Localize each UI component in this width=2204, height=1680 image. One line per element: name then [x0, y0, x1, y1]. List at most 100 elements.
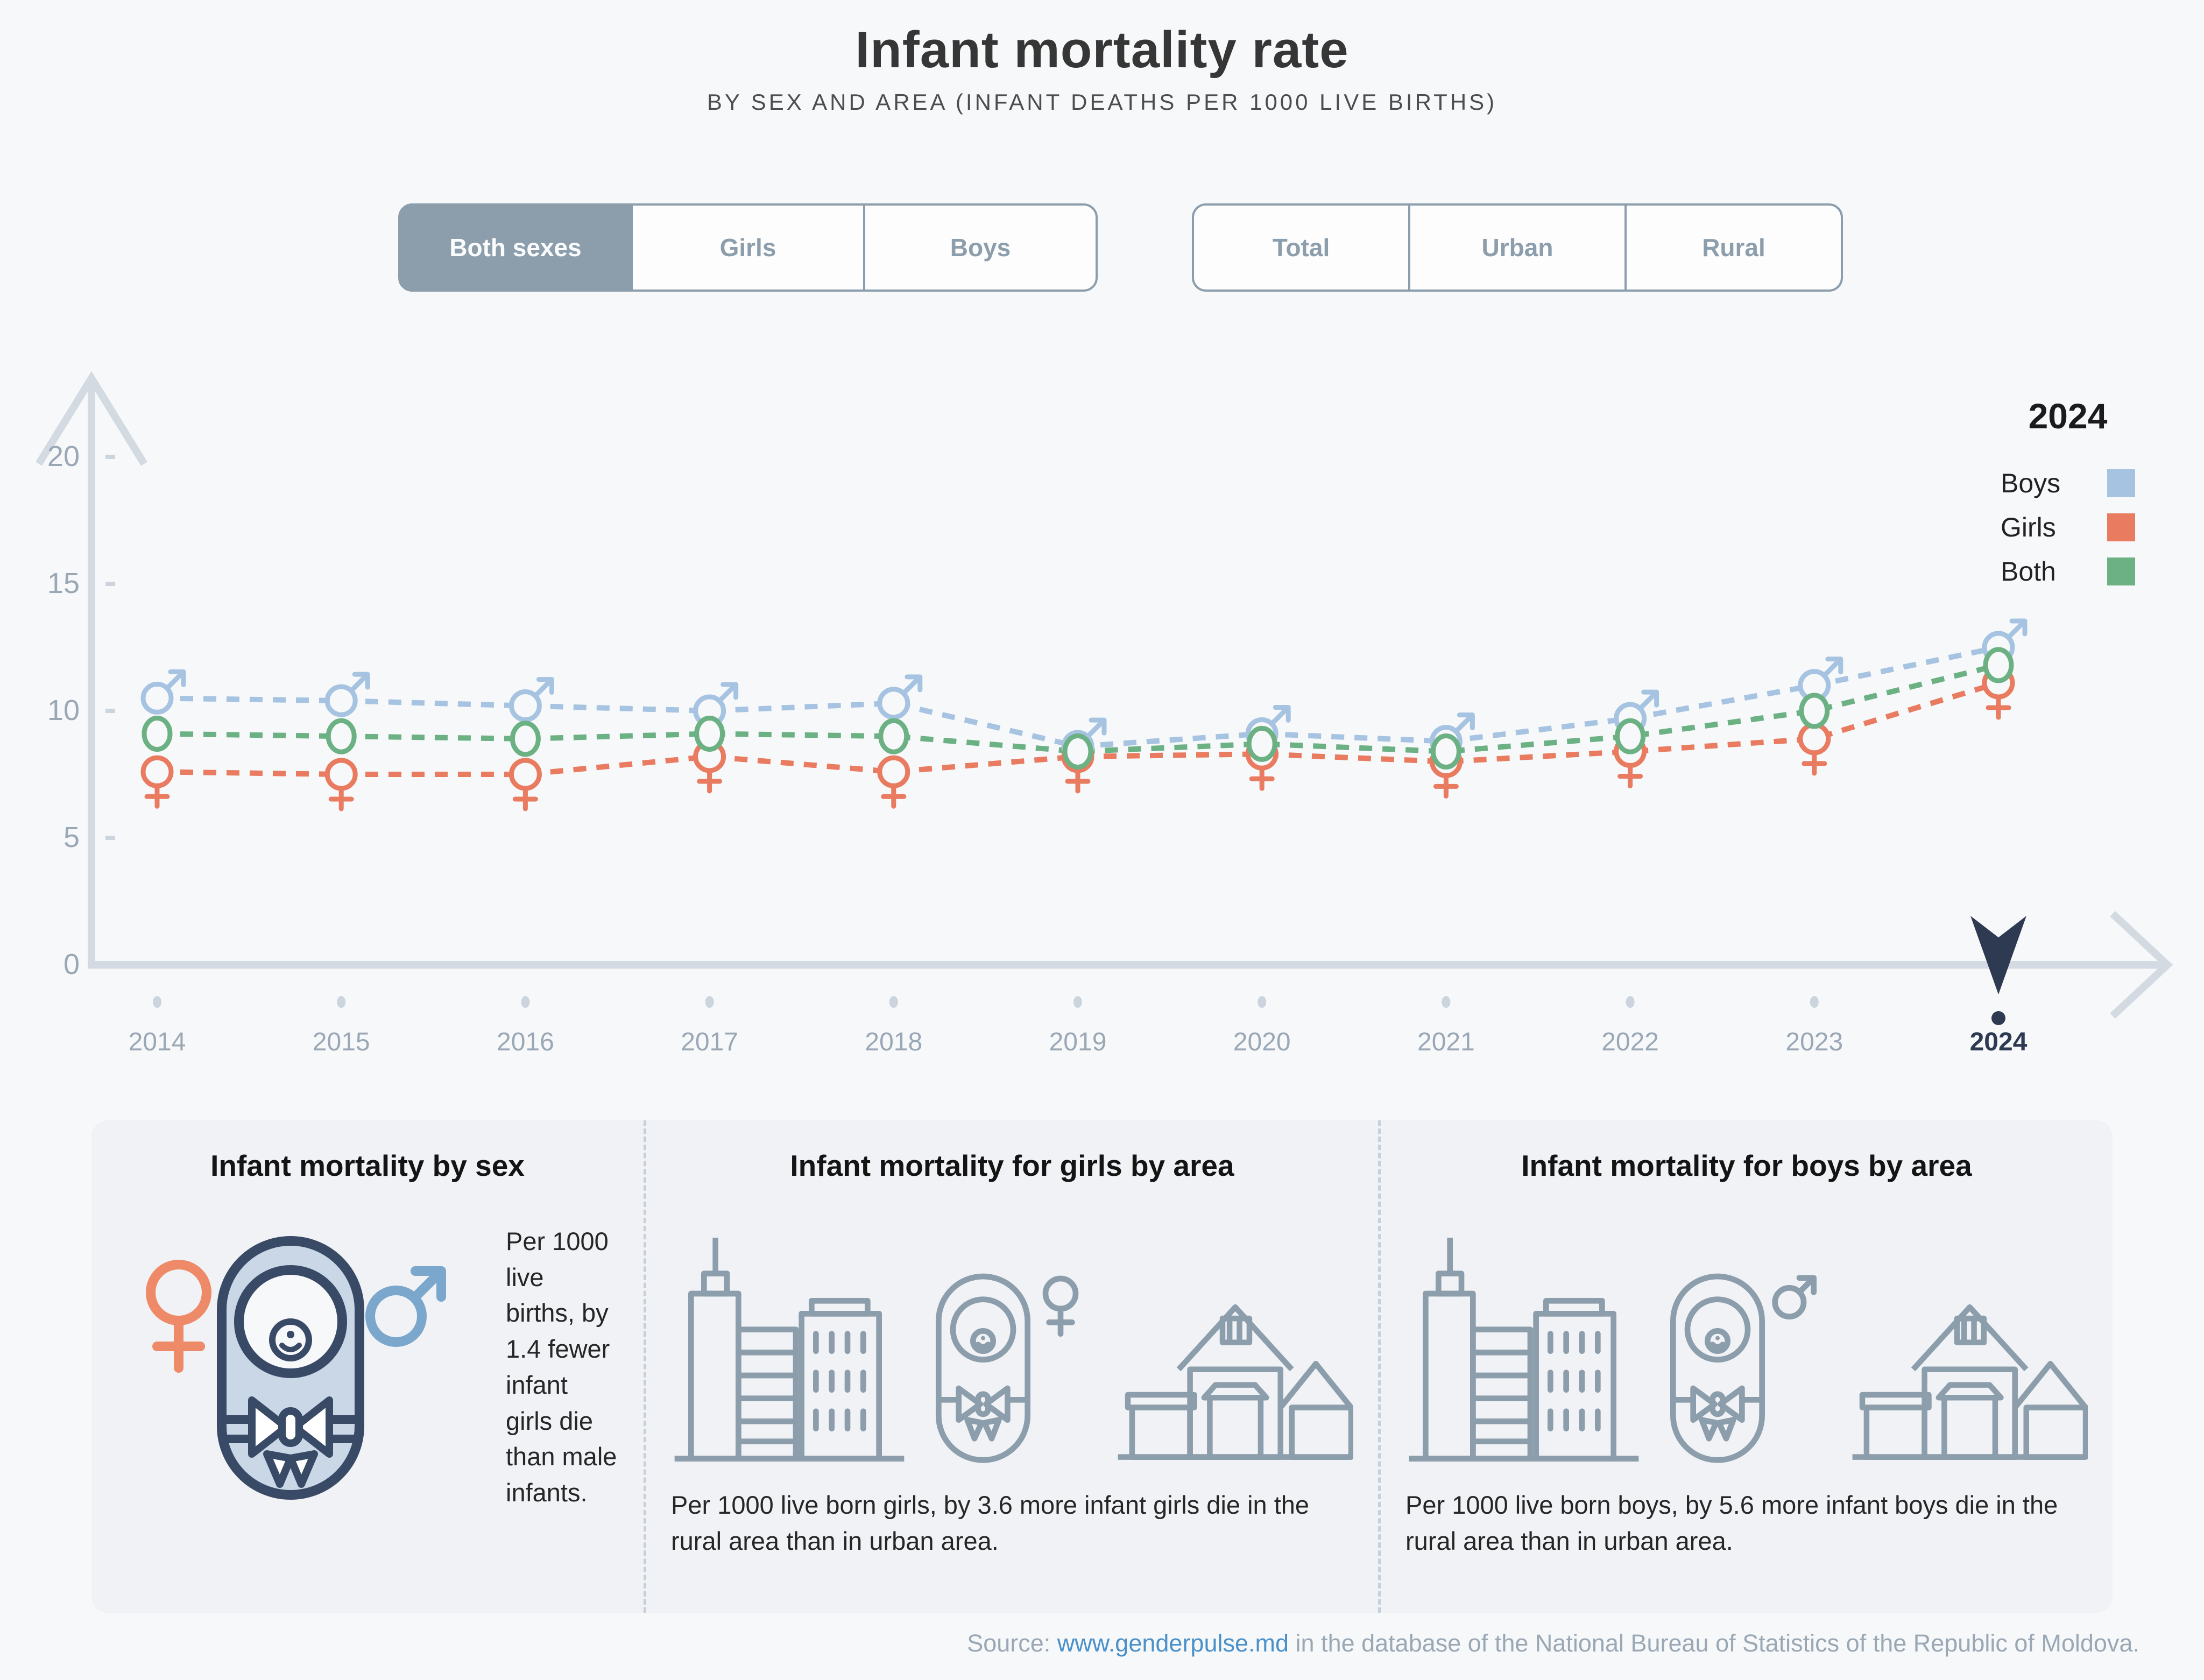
marker-girls-2018[interactable] [877, 755, 910, 788]
x-tick-label: 2022 [1601, 1028, 1659, 1056]
marker-boys-2014-arrow [165, 671, 184, 690]
filter-both-sexes-button[interactable]: Both sexes [398, 203, 633, 292]
x-tick-label: 2014 [129, 1028, 186, 1056]
card-text: Per 1000 live born boys, by 5.6 more inf… [1405, 1491, 2058, 1555]
legend-swatch-boys [2107, 469, 2135, 497]
marker-boys-2019-arrow [1085, 719, 1105, 739]
y-tick-mark [105, 455, 115, 459]
y-tick-label: 15 [47, 567, 80, 599]
marker-boys-2014-arrowhead [168, 669, 186, 687]
marker-both-2019[interactable] [1062, 733, 1093, 770]
marker-both-2023[interactable] [1799, 693, 1830, 729]
city-icon [674, 1238, 905, 1462]
marker-boys-2021-arrowhead [1457, 712, 1475, 731]
chart-legend: 2024 Boys Girls Both [2001, 396, 2135, 600]
current-year-indicator-dot [1991, 1011, 2005, 1025]
page-title: Infant mortality rate [855, 21, 1349, 79]
marker-boys-2017-arrowhead [720, 682, 739, 700]
marker-both-2015[interactable] [326, 718, 357, 754]
filter-bar: Both sexes Girls Boys Total Urban Rural [0, 203, 2204, 292]
marker-girls-2014[interactable] [140, 755, 174, 788]
card-title: Infant mortality by sex [210, 1149, 525, 1182]
source-link[interactable]: www.genderpulse.md [1057, 1629, 1289, 1657]
marker-boys-2020-arrowhead [1273, 704, 1291, 723]
card-text: Per 1000 live births, by 1.4 fewer infan… [506, 1227, 617, 1507]
x-tick-label: 2015 [313, 1028, 370, 1056]
y-tick-mark [105, 582, 115, 586]
marker-both-2024[interactable] [1983, 647, 2014, 683]
marker-boys-2023-arrow [1822, 659, 1841, 678]
legend-row-girls: Girls [2001, 512, 2135, 543]
marker-boys-2024-arrow [2006, 620, 2025, 640]
y-tick-label: 20 [47, 440, 80, 472]
card-mortality-by-sex: Infant mortality by sex [91, 1120, 644, 1613]
marker-both-2016[interactable] [510, 721, 541, 757]
x-tick-dot [1258, 996, 1267, 1008]
house-icon [1852, 1304, 2088, 1460]
x-tick-label: 2021 [1417, 1028, 1475, 1056]
marker-both-2021[interactable] [1430, 733, 1461, 770]
marker-boys-2018-arrow [901, 676, 921, 696]
marker-boys-2024-arrowhead [2009, 618, 2028, 637]
house-icon [1118, 1304, 1353, 1460]
marker-boys-2020-arrow [1269, 707, 1289, 726]
x-tick-dot [1626, 996, 1635, 1008]
marker-boys-2015-arrow [349, 674, 368, 693]
x-tick-dot [1073, 996, 1082, 1008]
filter-boys-button[interactable]: Boys [863, 203, 1098, 292]
x-tick-label: 2017 [681, 1028, 738, 1056]
x-tick-label: 2018 [865, 1028, 922, 1056]
marker-both-2017[interactable] [694, 715, 725, 752]
page-subtitle: BY SEX AND AREA (INFANT DEATHS PER 1000 … [707, 89, 1497, 115]
male-icon [1772, 1275, 1817, 1319]
marker-boys-2018[interactable] [877, 687, 910, 720]
series-line-both [157, 662, 2000, 754]
source-suffix: in the database of the National Bureau o… [1289, 1629, 2139, 1657]
x-axis-arrow-icon [2110, 910, 2173, 1019]
marker-both-2020[interactable] [1246, 725, 1277, 762]
legend-swatch-girls [2107, 513, 2135, 541]
marker-both-2022[interactable] [1615, 718, 1646, 754]
marker-boys-2015[interactable] [324, 684, 358, 717]
legend-row-boys: Boys [2001, 468, 2135, 499]
legend-label-boys: Boys [2001, 468, 2061, 498]
marker-boys-2017-arrow [717, 684, 737, 703]
y-tick-label: 10 [47, 694, 80, 726]
marker-both-2018[interactable] [878, 718, 909, 754]
baby-girl-icon [936, 1273, 1079, 1463]
marker-boys-2016-arrow [533, 679, 552, 698]
legend-label-girls: Girls [2001, 512, 2056, 542]
y-axis-arrow-icon [36, 371, 147, 466]
marker-boys-2021-arrow [1453, 715, 1473, 734]
filter-rural-button[interactable]: Rural [1624, 203, 1843, 292]
baby-sex-icon [146, 1236, 446, 1500]
area-filter-group: Total Urban Rural [1192, 203, 1843, 292]
info-cards-panel: Infant mortality by sex [91, 1120, 2113, 1613]
marker-boys-2022-arrow [1638, 691, 1657, 711]
filter-total-button[interactable]: Total [1192, 203, 1410, 292]
x-tick-dot [1442, 996, 1451, 1008]
marker-girls-2015[interactable] [324, 758, 358, 791]
city-icon [1409, 1238, 1639, 1462]
female-icon [146, 1259, 211, 1373]
header: Infant mortality rate BY SEX AND AREA (I… [0, 20, 2204, 115]
marker-girls-2016[interactable] [508, 758, 542, 791]
source-line: Source: www.genderpulse.md in the databa… [967, 1629, 2139, 1657]
marker-both-2014[interactable] [142, 715, 173, 752]
female-icon [1042, 1275, 1079, 1337]
y-tick-label: 0 [63, 948, 80, 980]
marker-boys-2022-arrowhead [1641, 689, 1659, 708]
x-tick-label: 2023 [1785, 1028, 1843, 1056]
marker-boys-2018-arrowhead [905, 674, 923, 693]
y-tick-mark [105, 709, 115, 713]
y-tick-label: 5 [63, 821, 80, 853]
marker-boys-2015-arrowhead [352, 672, 370, 690]
filter-girls-button[interactable]: Girls [631, 203, 865, 292]
current-year-indicator-icon [1970, 916, 2026, 994]
card-boys-by-area: Infant mortality for boys by area [1378, 1120, 2113, 1613]
marker-boys-2016[interactable] [508, 689, 542, 723]
line-chart: 0 5 10 15 20 2014 2015 2016 2017 2018 2019 2020 2021… [36, 371, 2173, 1056]
marker-boys-2014[interactable] [140, 681, 174, 715]
marker-girls-2023[interactable] [1798, 722, 1831, 756]
